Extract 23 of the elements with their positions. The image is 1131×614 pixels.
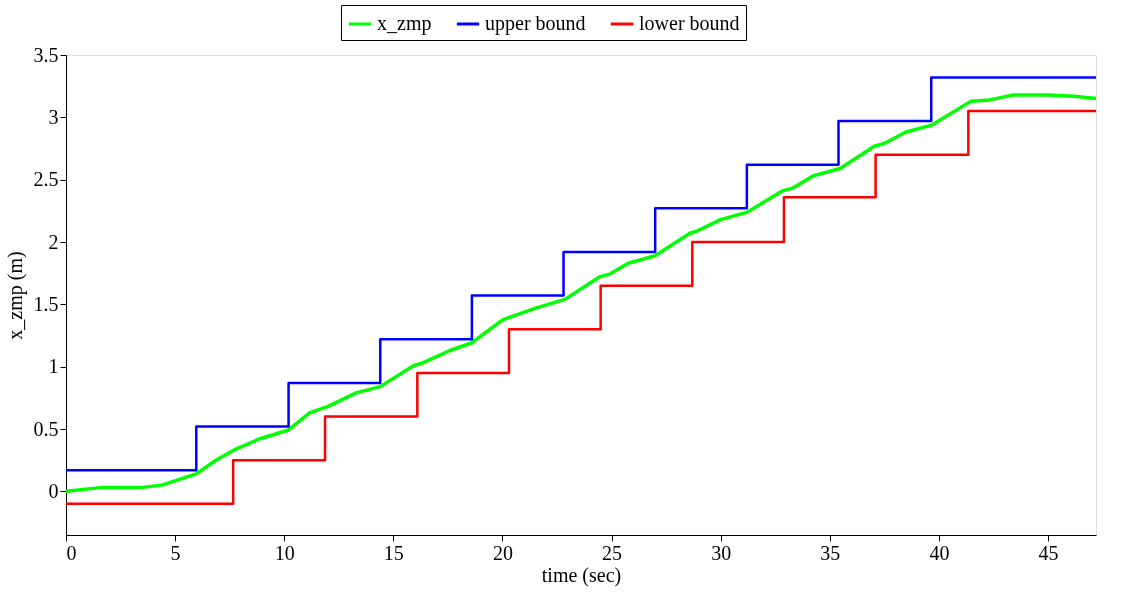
y-tick-label: 0: [48, 479, 59, 502]
x-tick-label: 20: [492, 541, 513, 564]
x-tick-label: 5: [170, 541, 181, 564]
legend-label: upper bound: [485, 12, 586, 35]
x-tick-label: 0: [66, 541, 77, 564]
x-tick-label: 45: [1038, 541, 1059, 564]
legend-label: x_zmp: [377, 12, 432, 35]
y-axis-title: x_zmp (m): [3, 251, 27, 340]
y-tick-label: 2.5: [33, 168, 59, 191]
legend-label: lower bound: [639, 12, 740, 34]
y-tick-label: 2: [48, 230, 59, 253]
x-tick-label: 30: [711, 541, 732, 564]
y-tick-label: 3: [48, 105, 59, 128]
y-tick-label: 0.5: [33, 417, 59, 440]
y-tick-label: 1.5: [33, 292, 59, 315]
x-axis-title: time (sec): [541, 563, 622, 587]
x-tick-label: 35: [820, 541, 841, 564]
y-tick-label: 3.5: [33, 43, 59, 66]
y-tick-label: 1: [48, 355, 59, 378]
x-tick-label: 15: [383, 541, 404, 564]
x-tick-label: 40: [929, 541, 950, 564]
x-tick-label: 10: [274, 541, 295, 564]
x-tick-label: 25: [602, 541, 623, 564]
